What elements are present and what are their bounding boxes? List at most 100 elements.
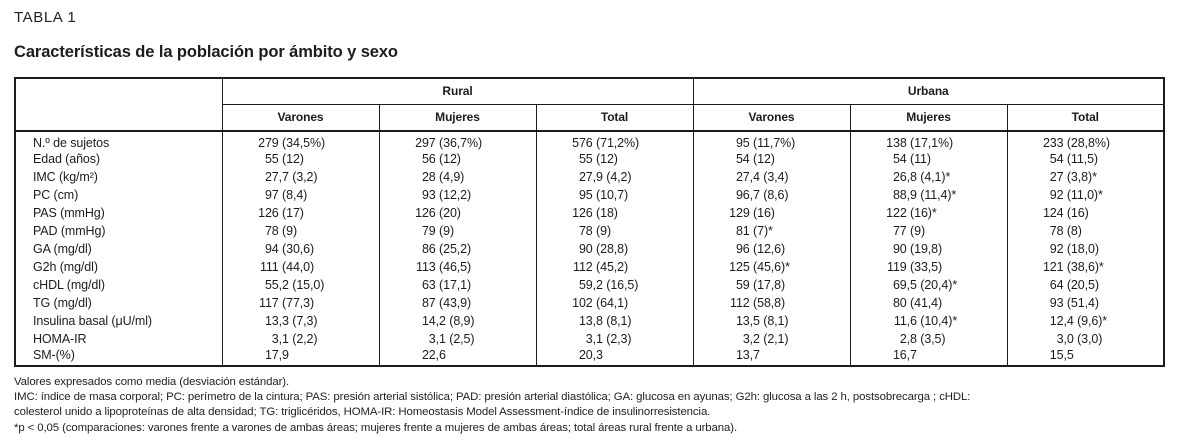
table-cell: 59 (17,8) bbox=[692, 276, 851, 294]
table-cell: 55 (12) bbox=[221, 150, 379, 168]
table-cell: 97 (8,4) bbox=[221, 186, 379, 204]
table-body: N.º de sujetos 279 (34,5%) 297 (36,7%) 576 … bbox=[15, 131, 1165, 366]
table-cell: 56 (12) bbox=[378, 150, 536, 168]
table-cell: 13,7 bbox=[692, 348, 851, 366]
corner-cell bbox=[15, 78, 223, 132]
column-header-rural-varones: Varones bbox=[221, 104, 379, 132]
group-header-rural: Rural bbox=[222, 78, 694, 105]
table-cell: 112 (45,2) bbox=[535, 258, 694, 276]
table-row: Edad (años) 55 (12) 56 (12) 55 (12) 54 (12) 5… bbox=[15, 150, 1165, 168]
table-cell: 3,1 (2,5) bbox=[378, 330, 536, 348]
table-cell: 16,7 bbox=[849, 348, 1008, 366]
table-cell: 124 (16) bbox=[1006, 204, 1165, 222]
row-label: PAS (mmHg) bbox=[33, 206, 105, 220]
table-cell: 78 (9) bbox=[535, 222, 694, 240]
table-cell: 17,9 bbox=[221, 348, 379, 366]
table-cell: 279 (34,5%) bbox=[221, 131, 379, 150]
table-cell: 138 (17,1%) bbox=[849, 131, 1008, 150]
row-label: PC (cm) bbox=[33, 188, 79, 202]
table-cell: 121 (38,6)* bbox=[1006, 258, 1165, 276]
table-row: IMC (kg/m²) 27,7 (3,2) 28 (4,9) 27,9 (4,2) 2… bbox=[15, 168, 1165, 186]
table-cell: 12,4 (9,6)* bbox=[1006, 312, 1165, 330]
table-cell: 54 (11) bbox=[849, 150, 1008, 168]
table-cell: 54 (11,5) bbox=[1006, 150, 1165, 168]
table-cell: 102 (64,1) bbox=[535, 294, 694, 312]
table-cell: 117 (77,3) bbox=[221, 294, 379, 312]
group-header-urbana: Urbana bbox=[692, 78, 1165, 105]
row-label: Insulina basal (μU/ml) bbox=[33, 314, 152, 328]
row-label: PAD (mmHg) bbox=[33, 224, 106, 238]
table-cell: 77 (9) bbox=[849, 222, 1008, 240]
table-cell: 297 (36,7%) bbox=[378, 131, 536, 150]
table-cell: 54 (12) bbox=[692, 150, 851, 168]
table-cell: 126 (17) bbox=[221, 204, 379, 222]
footnote-line: colesterol unido a lipoproteínas de alta… bbox=[14, 406, 711, 419]
table-row: N.º de sujetos 279 (34,5%) 297 (36,7%) 576 … bbox=[15, 131, 1165, 150]
table-cell: 92 (18,0) bbox=[1006, 240, 1165, 258]
column-header-rural-total: Total bbox=[535, 104, 694, 132]
row-label: SM-(%) bbox=[33, 348, 75, 362]
table-cell: 15,5 bbox=[1006, 348, 1165, 366]
table-cell: 13,3 (7,3) bbox=[221, 312, 379, 330]
table-cell: 233 (28,8%) bbox=[1006, 131, 1165, 150]
table-row: TG (mg/dl) 117 (77,3) 87 (43,9) 102 (64,1) 1… bbox=[15, 294, 1165, 312]
table-cell: 576 (71,2%) bbox=[535, 131, 694, 150]
table-cell: 22,6 bbox=[378, 348, 536, 366]
column-header-urbana-varones: Varones bbox=[692, 104, 851, 132]
row-label: G2h (mg/dl) bbox=[33, 260, 98, 274]
table-cell: 79 (9) bbox=[378, 222, 536, 240]
table-row: SM-(%) 17,9 22,6 20,3 13,7 16,7 15,5 bbox=[15, 348, 1165, 366]
table-cell: 119 (33,5) bbox=[849, 258, 1008, 276]
column-header-urbana-mujeres: Mujeres bbox=[849, 104, 1008, 132]
table-label: TABLA 1 bbox=[14, 9, 77, 26]
table-cell: 81 (7)* bbox=[692, 222, 851, 240]
row-label: N.º de sujetos bbox=[33, 136, 110, 150]
table-cell: 26,8 (4,1)* bbox=[849, 168, 1008, 186]
footnote-line: IMC: índice de masa corporal; PC: períme… bbox=[14, 391, 971, 404]
table-cell: 122 (16)* bbox=[849, 204, 1008, 222]
table-row: G2h (mg/dl) 111 (44,0) 113 (46,5) 112 (45,2… bbox=[15, 258, 1165, 276]
table-cell: 92 (11,0)* bbox=[1006, 186, 1165, 204]
table-cell: 96 (12,6) bbox=[692, 240, 851, 258]
sub-header-row: Varones Mujeres Total Varones Mujeres To… bbox=[15, 104, 1165, 132]
table-cell: 3,2 (2,1) bbox=[692, 330, 851, 348]
table-cell: 96,7 (8,6) bbox=[692, 186, 851, 204]
table-cell: 14,2 (8,9) bbox=[378, 312, 536, 330]
group-header-row: Rural Urbana bbox=[15, 78, 1165, 132]
table-row: Insulina basal (μU/ml) 13,3 (7,3) 14,2 (8,… bbox=[15, 312, 1165, 330]
row-label: Edad (años) bbox=[33, 152, 100, 166]
row-label: TG (mg/dl) bbox=[33, 296, 92, 310]
population-table: Rural Urbana Varones Mujeres Total Varon… bbox=[14, 77, 1166, 367]
table-cell: 78 (8) bbox=[1006, 222, 1165, 240]
table-cell: 126 (18) bbox=[535, 204, 694, 222]
footnotes: Valores expresados como media (desviació… bbox=[14, 375, 1163, 436]
table-cell: 27,7 (3,2) bbox=[221, 168, 379, 186]
table-cell: 86 (25,2) bbox=[378, 240, 536, 258]
table-cell: 113 (46,5) bbox=[378, 258, 536, 276]
table-cell: 93 (51,4) bbox=[1006, 294, 1165, 312]
table-cell: 95 (11,7%) bbox=[692, 131, 851, 150]
table-cell: 87 (43,9) bbox=[378, 294, 536, 312]
table-cell: 95 (10,7) bbox=[535, 186, 694, 204]
table-cell: 126 (20) bbox=[378, 204, 536, 222]
table-cell: 111 (44,0) bbox=[221, 258, 379, 276]
table-cell: 2,8 (3,5) bbox=[849, 330, 1008, 348]
row-label: HOMA-IR bbox=[33, 332, 87, 346]
column-header-urbana-total: Total bbox=[1006, 104, 1165, 132]
table-cell: 63 (17,1) bbox=[378, 276, 536, 294]
table-cell: 27,9 (4,2) bbox=[535, 168, 694, 186]
table-cell: 90 (28,8) bbox=[535, 240, 694, 258]
table-cell: 3,1 (2,2) bbox=[221, 330, 379, 348]
table-cell: 11,6 (10,4)* bbox=[849, 312, 1008, 330]
footnote-line: *p < 0,05 (comparaciones: varones frente… bbox=[14, 421, 738, 434]
table-cell: 13,5 (8,1) bbox=[692, 312, 851, 330]
table-cell: 55 (12) bbox=[535, 150, 694, 168]
table-cell: 64 (20,5) bbox=[1006, 276, 1165, 294]
table-cell: 93 (12,2) bbox=[378, 186, 536, 204]
table-cell: 13,8 (8,1) bbox=[535, 312, 694, 330]
table-cell: 90 (19,8) bbox=[849, 240, 1008, 258]
footnote-line: Valores expresados como media (desviació… bbox=[14, 376, 290, 388]
row-label: GA (mg/dl) bbox=[33, 242, 92, 256]
table-row: PAS (mmHg) 126 (17) 126 (20) 126 (18) 129 (1… bbox=[15, 204, 1165, 222]
table-cell: 80 (41,4) bbox=[849, 294, 1008, 312]
